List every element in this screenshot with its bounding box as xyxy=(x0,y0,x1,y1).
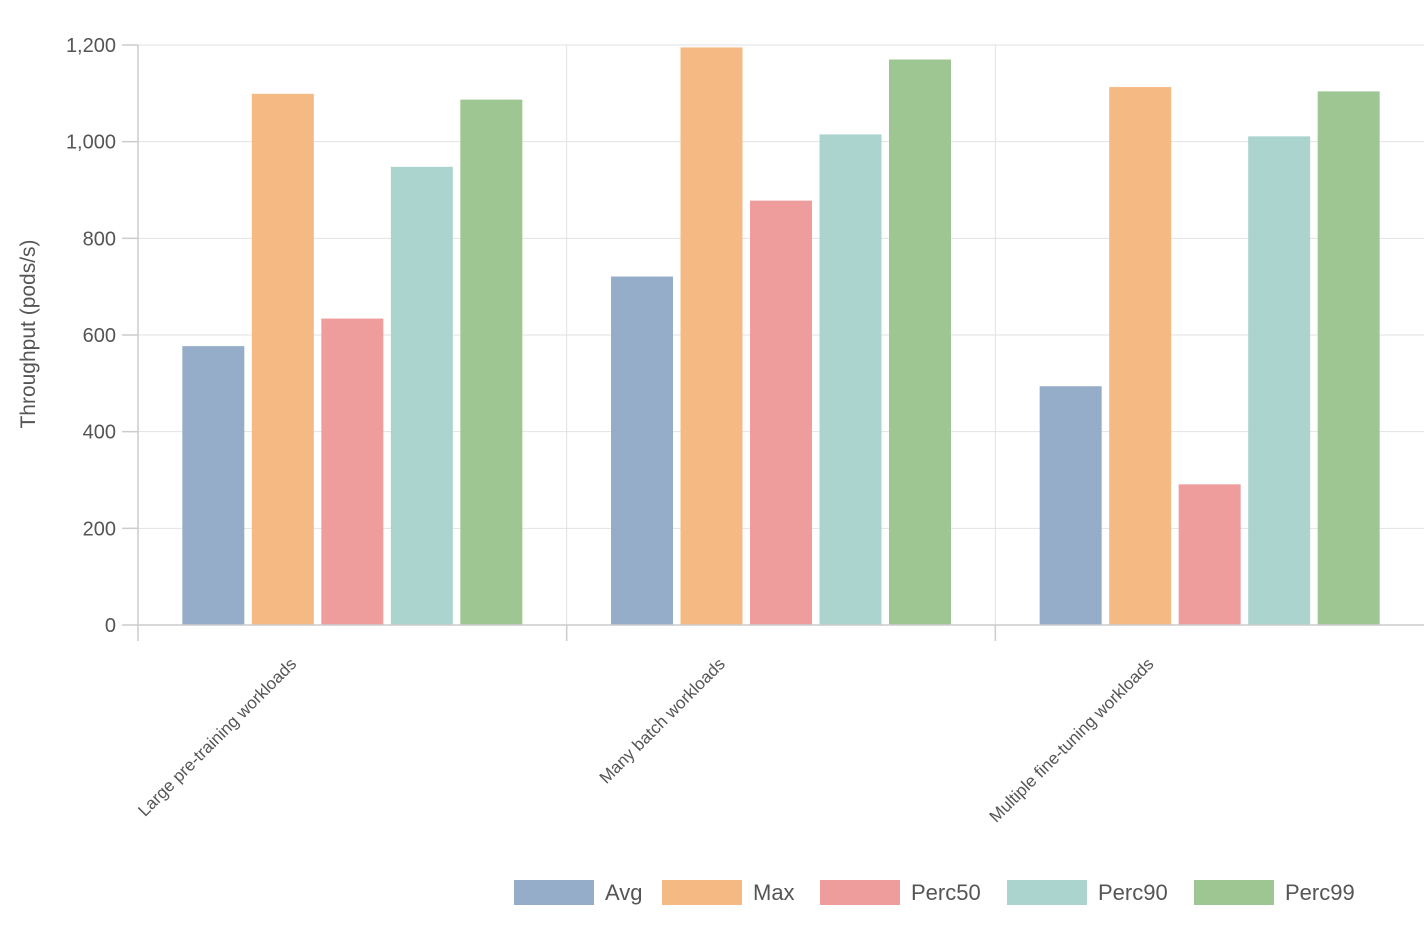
legend-swatch-perc99 xyxy=(1194,880,1274,905)
bar-max-2 xyxy=(680,47,743,625)
bar-avg-1 xyxy=(182,346,245,625)
y-tick-label: 800 xyxy=(83,228,116,250)
legend-label-max: Max xyxy=(753,880,795,905)
x-tick-label: Large pre-training workloads xyxy=(134,654,300,820)
legend-swatch-max xyxy=(662,880,742,905)
bar-max-1 xyxy=(251,93,314,626)
x-tick-label: Many batch workloads xyxy=(596,654,729,787)
legend-label-perc90: Perc90 xyxy=(1098,880,1168,905)
y-axis-label: Throughput (pods/s) xyxy=(17,239,40,428)
bar-perc99-3 xyxy=(1317,91,1380,625)
legend-swatch-perc90 xyxy=(1007,880,1087,905)
bar-perc90-3 xyxy=(1248,136,1311,625)
x-axis-ticks: Large pre-training workloads Many batch w… xyxy=(134,654,1157,826)
bar-avg-3 xyxy=(1039,386,1102,625)
legend-label-perc50: Perc50 xyxy=(911,880,981,905)
legend: Avg Max Perc50 Perc90 Perc99 xyxy=(514,880,1355,905)
legend-swatch-avg xyxy=(514,880,594,905)
legend-label-perc99: Perc99 xyxy=(1285,880,1355,905)
bars xyxy=(182,47,1380,626)
legend-swatch-perc50 xyxy=(820,880,900,905)
y-tick-label: 200 xyxy=(83,518,116,540)
y-tick-label: 1,200 xyxy=(66,35,116,57)
y-tick-label: 1,000 xyxy=(66,132,116,154)
legend-label-avg: Avg xyxy=(605,880,643,905)
bar-perc90-2 xyxy=(819,134,882,625)
x-tick-label: Multiple fine-tuning workloads xyxy=(986,654,1158,826)
bar-perc50-1 xyxy=(321,318,384,625)
bar-perc99-1 xyxy=(460,99,523,625)
bar-perc99-2 xyxy=(889,59,951,625)
bar-perc50-3 xyxy=(1178,484,1241,625)
y-tick-label: 600 xyxy=(83,325,116,347)
y-tick-label: 400 xyxy=(83,422,116,444)
bar-perc50-2 xyxy=(750,200,812,625)
bar-avg-2 xyxy=(611,276,673,625)
axes xyxy=(137,45,1424,641)
bar-max-3 xyxy=(1109,87,1172,626)
y-tick-label: 0 xyxy=(105,615,116,637)
bar-perc90-1 xyxy=(390,166,453,626)
y-axis-ticks: 0 200 400 600 800 1,000 1,200 xyxy=(66,35,138,637)
